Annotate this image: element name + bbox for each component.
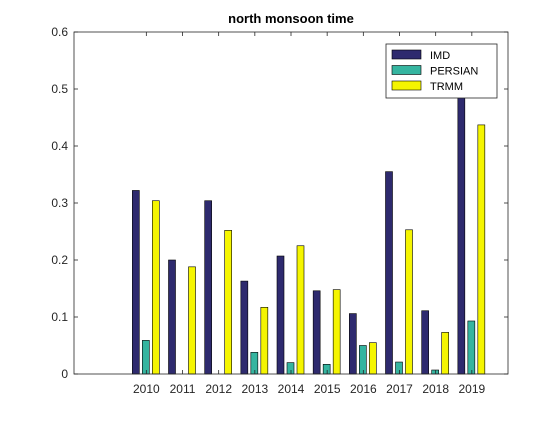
y-tick-label: 0.5 [51,82,68,96]
bar-imd-2016 [349,313,357,375]
bar-imd-2018 [421,310,429,375]
y-tick-label: 0 [61,367,68,381]
bar-persian-2018 [431,369,439,375]
x-tick-label: 2016 [350,382,377,396]
x-tick-label: 2011 [170,382,196,396]
bar-imd-2013 [240,280,249,375]
legend-label-trmm: TRMM [430,81,463,93]
legend-swatch-persian [391,65,422,75]
x-tick-label: 2018 [422,382,449,396]
bar-trmm-2015 [332,289,341,375]
bar-imd-2011 [168,259,176,375]
y-tick-label: 0.2 [51,253,68,267]
bar-imd-2012 [204,200,212,375]
x-tick-label: 2013 [241,382,268,396]
legend-swatch-trmm [391,80,422,91]
y-tick-label: 0.1 [51,310,68,324]
x-tick-label: 2014 [278,382,305,396]
bar-imd-2019 [457,88,466,375]
x-tick-label: 2010 [133,382,160,396]
bar-persian-2016 [359,345,367,375]
bar-trmm-2010 [152,200,160,375]
bar-persian-2014 [286,362,295,375]
bar-trmm-2019 [477,124,486,375]
legend-swatch-imd [391,49,422,60]
ticks-layer: 0 0.1 0.2 0.3 0.4 0.5 0.6 2010 2011 2012 2013 2014 2… [51,25,508,396]
bar-trmm-2018 [441,332,449,375]
bar-trmm-2011 [188,266,196,375]
bar-persian-2015 [322,364,331,375]
bar-trmm-2014 [296,245,305,375]
bar-persian-2013 [250,352,259,375]
bars-layer [132,88,486,375]
bar-trmm-2017 [405,229,413,375]
bar-imd-2017 [385,171,393,375]
chart-title: north monsoon time [228,11,354,26]
bar-imd-2015 [312,290,321,375]
bar-persian-2019 [467,320,476,375]
bar-imd-2010 [132,190,140,375]
legend-label-persian: PERSIAN [430,66,478,78]
bar-trmm-2012 [224,230,232,375]
y-tick-label: 0.4 [51,139,68,153]
legend: IMD PERSIAN TRMM [385,43,498,99]
x-tick-label: 2017 [386,382,413,396]
bar-persian-2017 [395,361,403,375]
bar-trmm-2013 [260,307,269,375]
bar-imd-2014 [276,255,285,375]
legend-label-imd: IMD [430,50,450,62]
bar-persian-2010 [142,340,150,375]
x-tick-label: 2019 [458,382,485,396]
y-tick-label: 0.3 [51,196,68,210]
y-tick-label: 0.6 [51,25,68,39]
x-tick-label: 2015 [314,382,341,396]
bar-trmm-2016 [369,342,377,375]
x-tick-label: 2012 [205,382,232,396]
